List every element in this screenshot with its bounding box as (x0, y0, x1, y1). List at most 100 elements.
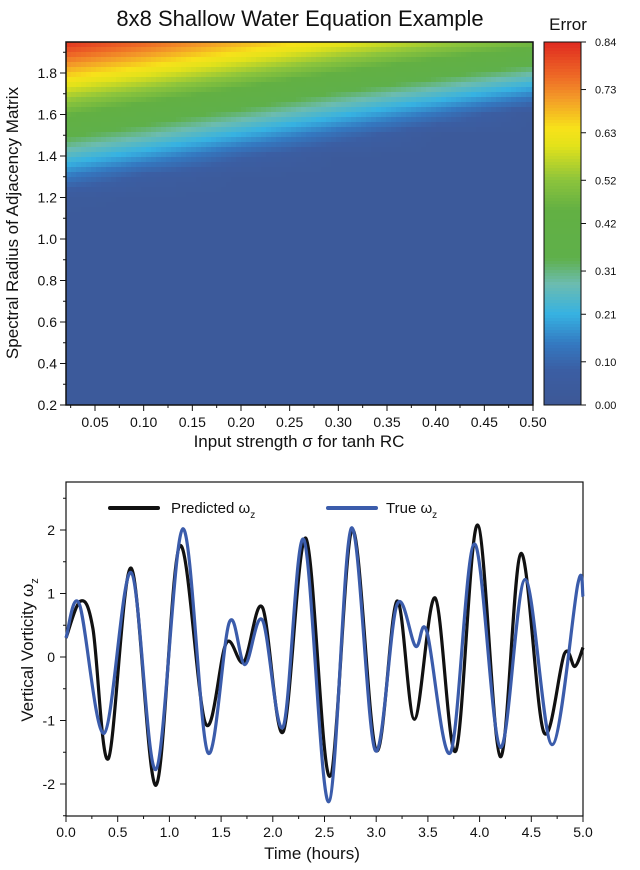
heatmap-cell (426, 262, 432, 268)
heatmap-cell (376, 87, 382, 93)
heatmap-cell (486, 82, 492, 88)
heatmap-cell (256, 167, 262, 173)
heatmap-cell (201, 52, 207, 58)
heatmap-cell (256, 227, 262, 233)
heatmap-cell (456, 242, 462, 248)
heatmap-cell (186, 287, 192, 293)
heatmap-cell (211, 292, 217, 298)
heatmap-cell (421, 57, 427, 63)
heatmap-cell (91, 207, 97, 213)
heatmap-cell (261, 127, 267, 133)
heatmap-cell (66, 52, 72, 58)
heatmap-cell (71, 302, 77, 308)
heatmap-cell (216, 227, 222, 233)
heatmap-cell (451, 187, 457, 193)
heatmap-cell (466, 207, 472, 213)
heatmap-cell (196, 62, 202, 68)
heatmap-cell (196, 142, 202, 148)
heatmap-cell (366, 92, 372, 98)
heatmap-cell (71, 82, 77, 88)
heatmap-cell (141, 117, 147, 123)
heatmap-cell (466, 167, 472, 173)
heatmap-cell (281, 167, 287, 173)
heatmap-cell (511, 227, 517, 233)
heatmap-cell (466, 292, 472, 298)
heatmap-cell (81, 157, 87, 163)
heatmap-cell (96, 147, 102, 153)
heatmap-cell (411, 262, 417, 268)
heatmap-cell (321, 77, 327, 83)
heatmap-cell (231, 152, 237, 158)
heatmap-cell (146, 227, 152, 233)
heatmap-cell (426, 207, 432, 213)
heatmap-cell (446, 272, 452, 278)
heatmap-cell (176, 107, 182, 113)
heatmap-cell (111, 217, 117, 223)
heatmap-cell (321, 67, 327, 73)
heatmap-cell (326, 112, 332, 118)
heatmap-cell (366, 297, 372, 303)
heatmap-cell (391, 207, 397, 213)
heatmap-cell (126, 242, 132, 248)
heatmap-cell (501, 227, 507, 233)
heatmap-cell (301, 187, 307, 193)
heatmap-cell (286, 137, 292, 143)
heatmap-cell (521, 177, 527, 183)
heatmap-cell (226, 227, 232, 233)
heatmap-cell (331, 257, 337, 263)
heatmap-cell (311, 227, 317, 233)
heatmap-cell (461, 87, 467, 93)
heatmap-cell (301, 107, 307, 113)
heatmap-cell (86, 247, 92, 253)
heatmap-cell (321, 282, 327, 288)
heatmap-cell (501, 262, 507, 268)
heatmap-cell (156, 97, 162, 103)
heatmap-cell (271, 97, 277, 103)
heatmap-cell (526, 182, 532, 188)
heatmap-cell (271, 207, 277, 213)
heatmap-cell (261, 242, 267, 248)
heatmap-cell (446, 107, 452, 113)
heatmap-cell (291, 77, 297, 83)
heatmap-cell (296, 82, 302, 88)
heatmap-cell (271, 202, 277, 208)
heatmap-cell (281, 267, 287, 273)
heatmap-cell (76, 237, 82, 243)
heatmap-cell (306, 232, 312, 238)
heatmap-cell (116, 242, 122, 248)
heatmap-cell (191, 52, 197, 58)
heatmap-cell (211, 247, 217, 253)
heatmap-cell (371, 62, 377, 68)
heatmap-cell (521, 207, 527, 213)
heatmap-cell (291, 152, 297, 158)
heatmap-cell (246, 192, 252, 198)
heatmap-cell (281, 172, 287, 178)
heatmap-cell (136, 42, 142, 48)
heatmap-cell (411, 247, 417, 253)
heatmap-cell (126, 282, 132, 288)
heatmap-cell (281, 237, 287, 243)
heatmap-cell (356, 137, 362, 143)
heatmap-cell (171, 127, 177, 133)
heatmap-cell (381, 147, 387, 153)
heatmap-cell (91, 192, 97, 198)
heatmap-cell (146, 107, 152, 113)
heatmap-cell (486, 222, 492, 228)
heatmap-cell (381, 182, 387, 188)
heatmap-cell (236, 242, 242, 248)
heatmap-cell (481, 112, 487, 118)
heatmap-cell (316, 252, 322, 258)
heatmap-cell (156, 192, 162, 198)
heatmap-cell (281, 242, 287, 248)
heatmap-cell (426, 217, 432, 223)
heatmap-cell (251, 72, 257, 78)
heatmap-cell (196, 67, 202, 73)
heatmap-cell (331, 97, 337, 103)
heatmap-cell (431, 117, 437, 123)
heatmap-cell (481, 102, 487, 108)
heatmap-cell (126, 67, 132, 73)
heatmap-cell (251, 282, 257, 288)
heatmap-cell (201, 127, 207, 133)
heatmap-cell (496, 282, 502, 288)
heatmap-cell (146, 237, 152, 243)
